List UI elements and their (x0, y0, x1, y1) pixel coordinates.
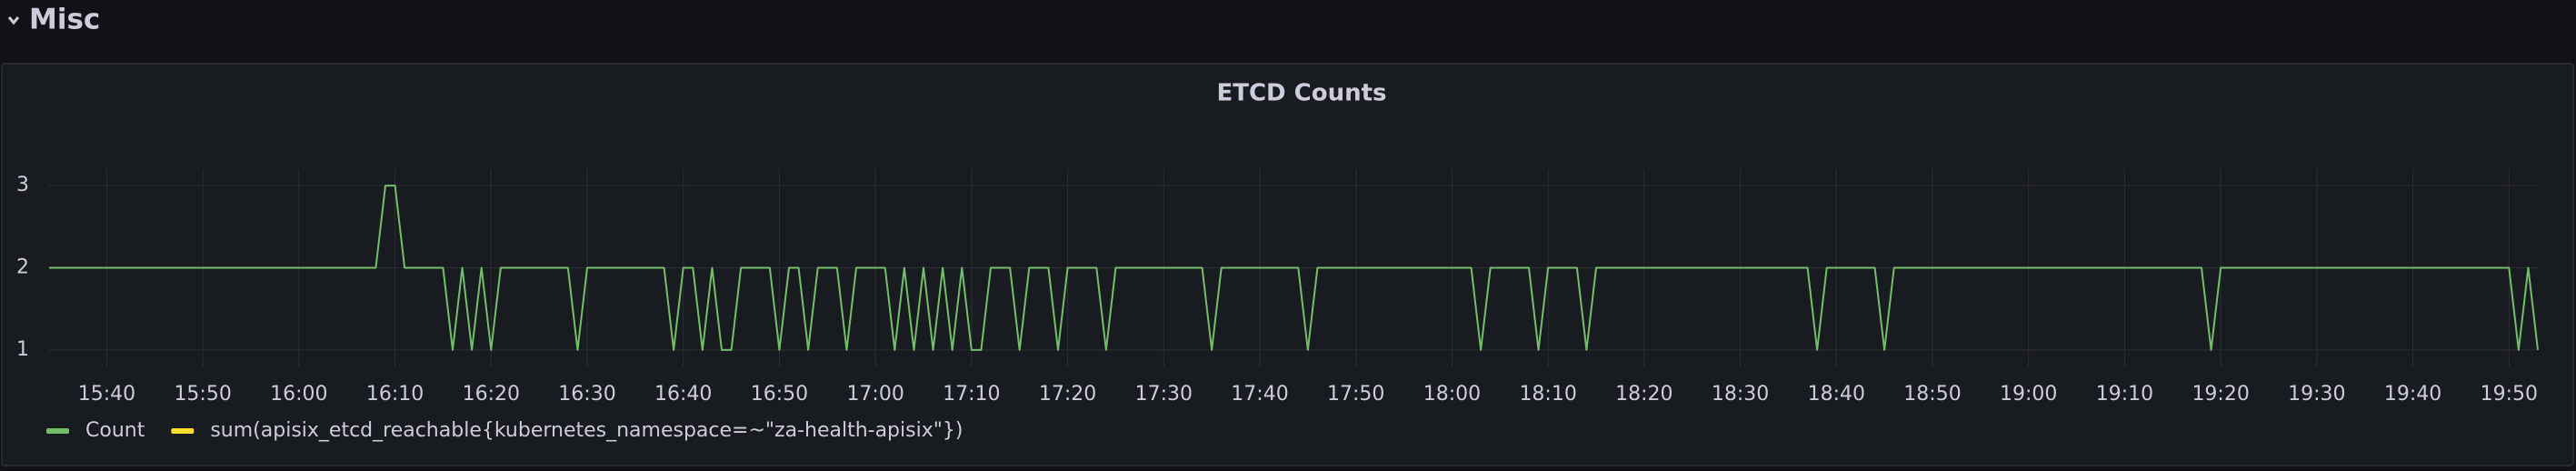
row-chevron[interactable] (7, 16, 20, 25)
x-tick-label: 16:20 (463, 383, 520, 406)
x-tick-label: 19:00 (2000, 383, 2057, 406)
x-tick-label: 18:40 (1808, 383, 1865, 406)
x-tick-label: 18:20 (1615, 383, 1672, 406)
legend-label[interactable]: Count (85, 419, 145, 442)
y-tick-label: 2 (16, 256, 29, 279)
x-tick-label: 19:50 (2481, 383, 2538, 406)
legend: Count sum(apisix_etcd_reachable{kubernete… (46, 419, 963, 442)
x-tick-label: 16:40 (654, 383, 712, 406)
x-tick-label: 15:40 (78, 383, 135, 406)
panel-title[interactable]: ETCD Counts (1216, 80, 1386, 107)
y-tick-label: 1 (16, 338, 29, 361)
x-tick-label: 16:00 (270, 383, 327, 406)
x-tick-label: 17:50 (1327, 383, 1384, 406)
x-tick-label: 18:10 (1519, 383, 1576, 406)
legend-swatch[interactable] (46, 428, 69, 434)
y-tick-label: 3 (16, 174, 29, 196)
x-tick-label: 17:30 (1135, 383, 1193, 406)
x-tick-label: 19:30 (2288, 383, 2345, 406)
legend-label[interactable]: sum(apisix_etcd_reachable{kubernetes_nam… (210, 419, 963, 442)
series-line (49, 185, 2539, 351)
row-title[interactable]: Misc (29, 4, 100, 36)
x-tick-label: 19:10 (2096, 383, 2153, 406)
x-tick-label: 16:10 (366, 383, 424, 406)
panel (1, 63, 2574, 466)
x-tick-label: 15:50 (174, 383, 231, 406)
x-tick-label: 17:00 (846, 383, 904, 406)
x-tick-label: 18:30 (1712, 383, 1769, 406)
x-tick-label: 19:40 (2384, 383, 2441, 406)
x-tick-label: 18:00 (1423, 383, 1481, 406)
x-tick-label: 19:20 (2192, 383, 2249, 406)
x-tick-label: 17:20 (1039, 383, 1096, 406)
x-tick-label: 16:30 (558, 383, 615, 406)
plot (49, 185, 2539, 351)
x-tick-label: 17:40 (1231, 383, 1288, 406)
x-tick-label: 16:50 (751, 383, 808, 406)
x-tick-label: 17:10 (943, 383, 1000, 406)
legend-swatch[interactable] (171, 428, 195, 434)
x-tick-label: 18:50 (1903, 383, 1961, 406)
